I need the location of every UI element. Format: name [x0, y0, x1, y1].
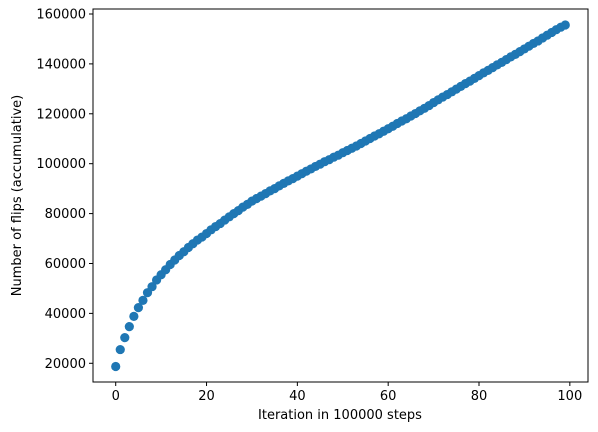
data-points	[111, 20, 570, 372]
x-tick-label: 100	[557, 389, 582, 404]
y-tick-label: 20000	[45, 357, 86, 372]
x-tick-label: 80	[471, 389, 488, 404]
data-point	[147, 282, 157, 292]
data-point	[129, 311, 139, 321]
y-tick-label: 140000	[36, 57, 86, 72]
y-tick-label: 60000	[45, 257, 86, 272]
y-tick-label: 80000	[45, 207, 86, 222]
x-tick-label: 20	[198, 389, 215, 404]
y-axis-label: Number of flips (accumulative)	[10, 95, 25, 297]
plot-frame	[92, 8, 589, 383]
x-tick-label: 60	[380, 389, 397, 404]
data-point	[115, 344, 125, 355]
x-axis-ticks: 0 20 40 60 80 100	[112, 382, 582, 404]
x-tick-label: 40	[289, 389, 306, 404]
data-point	[560, 20, 570, 30]
data-point	[111, 361, 121, 372]
y-tick-label: 40000	[45, 307, 86, 322]
y-tick-label: 160000	[36, 7, 86, 22]
y-tick-label: 100000	[36, 157, 86, 172]
x-tick-label: 0	[112, 389, 120, 404]
data-point	[120, 332, 130, 343]
data-point	[138, 295, 148, 306]
data-point	[124, 322, 134, 332]
y-tick-label: 120000	[36, 107, 86, 122]
x-axis-label: Iteration in 100000 steps	[258, 408, 422, 423]
y-axis-ticks: 20000 40000 60000 80000 100000 120000 140000 16…	[36, 7, 93, 372]
data-point	[133, 303, 144, 313]
